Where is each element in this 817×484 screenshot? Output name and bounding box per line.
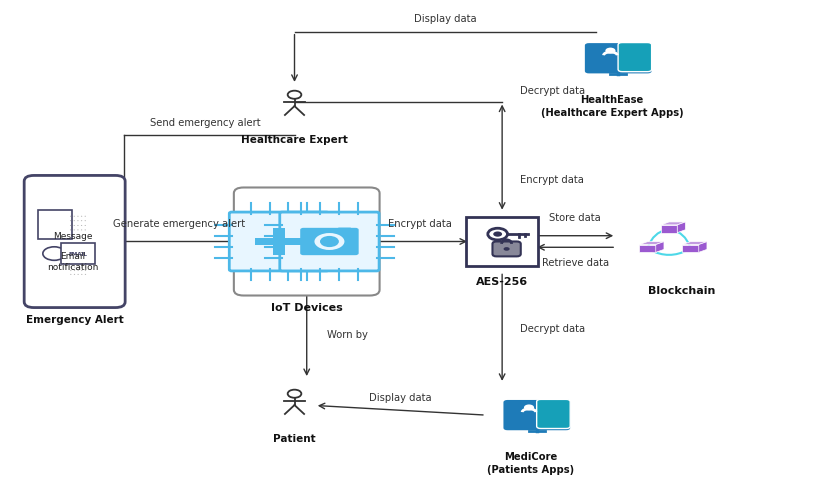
Circle shape [81, 216, 83, 217]
Circle shape [85, 230, 86, 231]
FancyBboxPatch shape [61, 244, 95, 264]
Text: IoT Devices: IoT Devices [271, 302, 342, 312]
Text: MediCore
(Patients Apps): MediCore (Patients Apps) [487, 452, 574, 474]
Circle shape [70, 274, 71, 275]
Circle shape [74, 271, 75, 272]
Circle shape [74, 274, 75, 275]
Text: Retrieve data: Retrieve data [542, 257, 609, 267]
Polygon shape [661, 223, 685, 226]
Polygon shape [677, 223, 685, 233]
FancyBboxPatch shape [338, 228, 351, 234]
Circle shape [320, 236, 339, 248]
Circle shape [314, 232, 346, 252]
Text: Email
notification: Email notification [47, 252, 99, 272]
Polygon shape [656, 242, 664, 253]
Text: Store data: Store data [549, 213, 601, 223]
Text: Display data: Display data [414, 14, 476, 24]
Text: HealthEase
(Healthcare Expert Apps): HealthEase (Healthcare Expert Apps) [541, 95, 683, 118]
Text: Decrypt data: Decrypt data [520, 323, 585, 333]
Circle shape [70, 221, 71, 222]
FancyBboxPatch shape [493, 242, 520, 257]
Circle shape [70, 230, 71, 231]
Circle shape [605, 48, 615, 55]
FancyBboxPatch shape [38, 211, 72, 240]
Circle shape [524, 405, 534, 410]
Polygon shape [661, 226, 677, 233]
Text: EMAIL: EMAIL [68, 252, 87, 257]
Polygon shape [682, 245, 699, 253]
Text: AES-256: AES-256 [476, 276, 529, 287]
FancyBboxPatch shape [25, 176, 125, 308]
FancyBboxPatch shape [234, 188, 380, 296]
Text: Worn by: Worn by [327, 330, 368, 340]
Circle shape [81, 271, 83, 272]
Text: Message: Message [53, 231, 93, 240]
Circle shape [85, 216, 86, 217]
Circle shape [81, 274, 83, 275]
Text: Patient: Patient [273, 434, 316, 443]
Text: Blockchain: Blockchain [648, 285, 715, 295]
Text: Encrypt data: Encrypt data [520, 174, 584, 184]
Text: Send emergency alert: Send emergency alert [150, 118, 261, 127]
FancyBboxPatch shape [585, 44, 652, 74]
FancyBboxPatch shape [537, 400, 570, 429]
Text: Emergency Alert: Emergency Alert [26, 314, 123, 324]
Circle shape [85, 271, 86, 272]
Circle shape [81, 230, 83, 231]
FancyBboxPatch shape [273, 228, 285, 256]
FancyBboxPatch shape [300, 228, 359, 256]
Circle shape [503, 248, 510, 251]
Polygon shape [682, 242, 707, 245]
Circle shape [85, 274, 86, 275]
Circle shape [85, 267, 86, 268]
FancyBboxPatch shape [230, 212, 328, 272]
Circle shape [70, 271, 71, 272]
Polygon shape [640, 242, 664, 245]
Text: Display data: Display data [369, 392, 431, 402]
FancyBboxPatch shape [256, 239, 302, 245]
Circle shape [74, 267, 75, 268]
Circle shape [81, 221, 83, 222]
FancyBboxPatch shape [618, 44, 652, 73]
Circle shape [74, 221, 75, 222]
Text: Decrypt data: Decrypt data [520, 85, 585, 95]
Circle shape [493, 232, 502, 237]
Circle shape [81, 267, 83, 268]
FancyBboxPatch shape [466, 218, 538, 266]
Circle shape [70, 267, 71, 268]
FancyBboxPatch shape [503, 400, 570, 430]
Text: Encrypt data: Encrypt data [388, 219, 452, 229]
Circle shape [85, 221, 86, 222]
Text: Healthcare Expert: Healthcare Expert [241, 135, 348, 145]
Circle shape [74, 216, 75, 217]
Text: Generate emergency alert: Generate emergency alert [114, 219, 246, 229]
Polygon shape [640, 245, 656, 253]
Circle shape [70, 216, 71, 217]
FancyBboxPatch shape [279, 212, 379, 272]
Circle shape [74, 230, 75, 231]
Polygon shape [699, 242, 707, 253]
